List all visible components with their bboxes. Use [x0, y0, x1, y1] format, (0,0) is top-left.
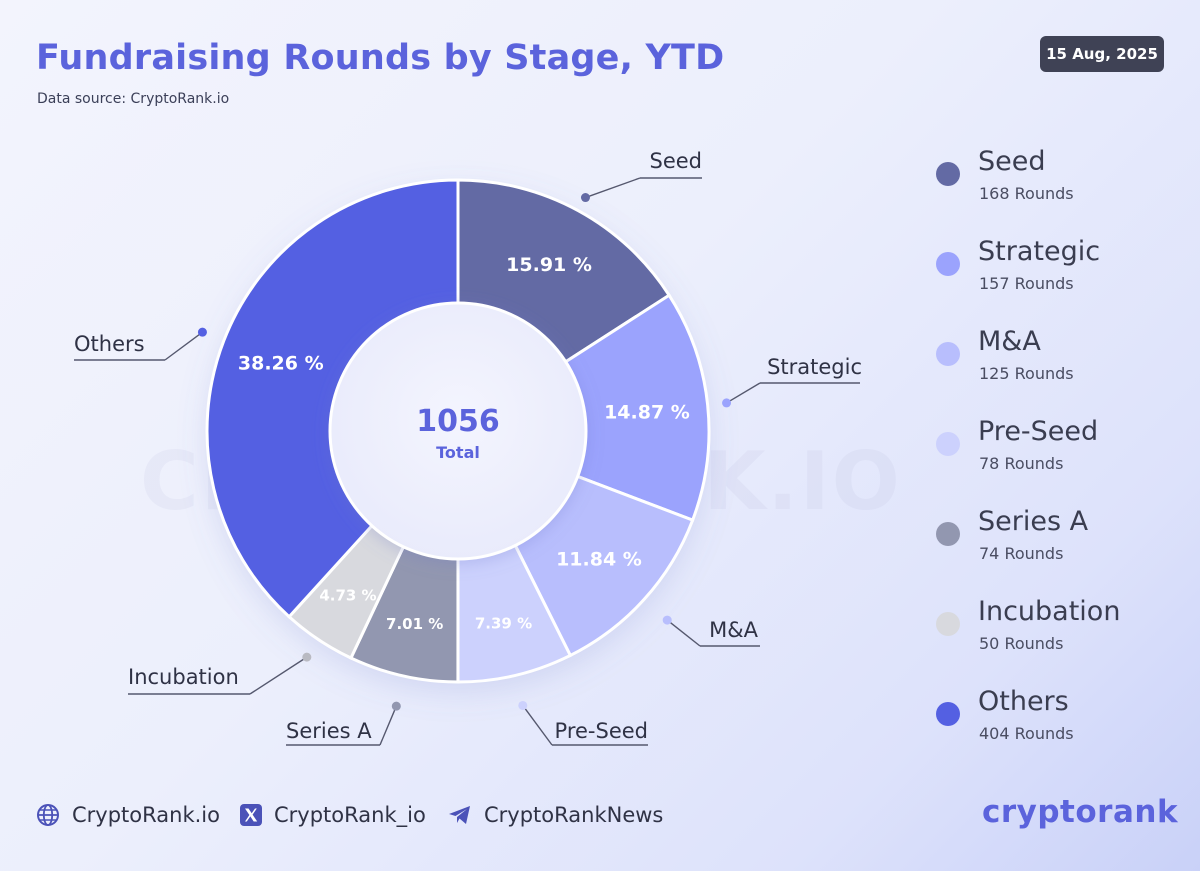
callout-label-others: Others	[74, 332, 145, 356]
legend-count: 74 Rounds	[979, 544, 1064, 563]
slice-label-others: 38.26 %	[238, 352, 324, 374]
x-logo-icon	[240, 804, 262, 826]
leader-dot-strategic	[722, 398, 732, 408]
leader-line-pre-seed	[522, 705, 553, 746]
leader-line-series-a	[379, 705, 397, 746]
telegram-link[interactable]: CryptoRankNews	[448, 803, 663, 827]
leader-line-m-and-a	[666, 619, 701, 647]
legend-item: Incubation 50 Rounds	[936, 596, 1176, 686]
twitter-label: CryptoRank_io	[274, 803, 426, 827]
leader-line-seed	[585, 177, 641, 199]
legend-swatch	[936, 252, 960, 276]
website-label: CryptoRank.io	[72, 803, 220, 827]
legend-name: Others	[978, 686, 1069, 717]
leader-dot-seed	[580, 193, 590, 203]
legend-item: Strategic 157 Rounds	[936, 236, 1176, 326]
telegram-icon	[449, 806, 470, 824]
legend-count: 404 Rounds	[979, 724, 1074, 743]
legend-swatch	[936, 162, 960, 186]
leader-line-incubation	[249, 656, 308, 695]
legend-name: M&A	[978, 326, 1041, 357]
center-label: Total	[436, 443, 480, 462]
legend-count: 125 Rounds	[979, 364, 1074, 383]
legend-item: Others 404 Rounds	[936, 686, 1176, 776]
leader-line-others	[164, 331, 203, 361]
leader-line-strategic	[726, 382, 761, 404]
leader-dot-incubation	[302, 652, 312, 662]
callout-label-m-and-a: M&A	[709, 618, 758, 642]
slice-label-series-a: 7.01 %	[386, 615, 443, 633]
legend: Seed 168 Rounds Strategic 157 Rounds M&A…	[936, 146, 1176, 776]
callout-label-strategic: Strategic	[767, 355, 862, 379]
slice-label-m-and-a: 11.84 %	[556, 548, 642, 570]
legend-name: Series A	[978, 506, 1089, 537]
slice-label-strategic: 14.87 %	[604, 401, 690, 423]
callout-label-pre-seed: Pre-Seed	[555, 719, 648, 743]
legend-swatch	[936, 702, 960, 726]
leader-dot-others	[197, 327, 207, 337]
slice-label-seed: 15.91 %	[506, 254, 592, 276]
cryptorank-logo: cryptorank	[982, 794, 1179, 830]
slice-label-pre-seed: 7.39 %	[475, 615, 532, 633]
legend-count: 50 Rounds	[979, 634, 1064, 653]
slice-label-incubation: 4.73 %	[319, 587, 376, 605]
callout-label-incubation: Incubation	[128, 665, 239, 689]
leader-dot-m-and-a	[662, 615, 672, 625]
data-source: Data source: CryptoRank.io	[37, 91, 230, 107]
legend-name: Incubation	[978, 596, 1121, 627]
legend-swatch	[936, 522, 960, 546]
legend-name: Strategic	[978, 236, 1101, 267]
website-link[interactable]: CryptoRank.io	[36, 803, 220, 827]
legend-swatch	[936, 432, 960, 456]
callout-label-series-a: Series A	[286, 719, 372, 743]
leader-dot-series-a	[391, 701, 401, 711]
legend-swatch	[936, 612, 960, 636]
legend-item: Seed 168 Rounds	[936, 146, 1176, 236]
legend-name: Seed	[978, 146, 1046, 177]
leader-dot-pre-seed	[518, 700, 528, 710]
legend-count: 168 Rounds	[979, 184, 1074, 203]
legend-count: 157 Rounds	[979, 274, 1074, 293]
legend-name: Pre-Seed	[978, 416, 1099, 447]
legend-item: Series A 74 Rounds	[936, 506, 1176, 596]
globe-icon	[37, 804, 59, 826]
donut-hole	[328, 301, 588, 561]
legend-item: Pre-Seed 78 Rounds	[936, 416, 1176, 506]
telegram-label: CryptoRankNews	[484, 803, 664, 827]
twitter-link[interactable]: CryptoRank_io	[240, 803, 426, 827]
callout-label-seed: Seed	[650, 149, 703, 173]
date-badge: 15 Aug, 2025	[1040, 36, 1164, 72]
donut-chart: 1056 Total 15.91 % 14.87 % 11.84 % 7.39 % 7.…	[74, 149, 862, 746]
legend-swatch	[936, 342, 960, 366]
legend-count: 78 Rounds	[979, 454, 1064, 473]
page-title: Fundraising Rounds by Stage, YTD	[36, 38, 725, 78]
center-total: 1056	[416, 404, 500, 439]
legend-item: M&A 125 Rounds	[936, 326, 1176, 416]
